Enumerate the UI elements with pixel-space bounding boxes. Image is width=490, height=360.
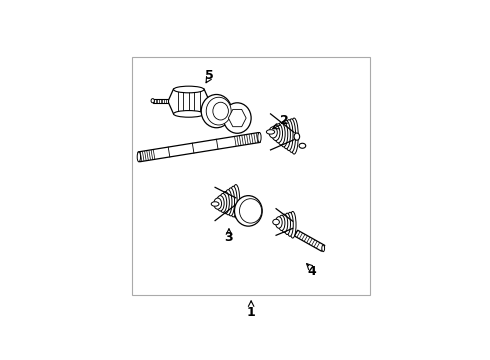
Ellipse shape <box>217 195 224 211</box>
Ellipse shape <box>284 213 291 235</box>
Ellipse shape <box>223 103 251 133</box>
Text: 3: 3 <box>224 231 233 244</box>
Ellipse shape <box>219 193 227 212</box>
Ellipse shape <box>151 99 154 103</box>
Ellipse shape <box>274 124 283 143</box>
Polygon shape <box>228 109 246 127</box>
Ellipse shape <box>137 152 141 162</box>
Ellipse shape <box>279 122 288 147</box>
Ellipse shape <box>221 192 229 214</box>
Ellipse shape <box>173 111 204 117</box>
Polygon shape <box>294 230 325 251</box>
Polygon shape <box>168 89 210 114</box>
Ellipse shape <box>269 127 277 138</box>
Ellipse shape <box>282 121 291 149</box>
Text: 1: 1 <box>247 306 255 319</box>
Text: 2: 2 <box>280 114 289 127</box>
Ellipse shape <box>235 195 262 226</box>
Ellipse shape <box>287 212 293 237</box>
Polygon shape <box>153 99 168 103</box>
Ellipse shape <box>214 198 221 209</box>
Ellipse shape <box>322 245 324 252</box>
Ellipse shape <box>271 125 280 140</box>
Ellipse shape <box>224 190 232 215</box>
Ellipse shape <box>258 132 261 143</box>
Polygon shape <box>138 132 260 162</box>
Ellipse shape <box>290 211 296 238</box>
Ellipse shape <box>206 97 231 125</box>
Ellipse shape <box>201 94 232 128</box>
Ellipse shape <box>229 186 237 217</box>
Ellipse shape <box>290 118 298 154</box>
Ellipse shape <box>173 86 204 93</box>
Ellipse shape <box>213 102 228 120</box>
Ellipse shape <box>277 122 285 145</box>
Ellipse shape <box>211 202 219 206</box>
Text: 5: 5 <box>205 68 214 82</box>
Text: 4: 4 <box>308 265 317 278</box>
Ellipse shape <box>267 130 275 134</box>
Bar <box>132 57 370 296</box>
Ellipse shape <box>273 219 279 225</box>
Ellipse shape <box>299 143 306 148</box>
Ellipse shape <box>278 215 285 230</box>
Ellipse shape <box>240 199 262 223</box>
Ellipse shape <box>227 188 235 216</box>
Ellipse shape <box>275 217 282 228</box>
Ellipse shape <box>281 214 288 233</box>
Ellipse shape <box>294 133 300 140</box>
Ellipse shape <box>287 119 295 152</box>
Ellipse shape <box>285 120 293 150</box>
Ellipse shape <box>232 185 240 218</box>
